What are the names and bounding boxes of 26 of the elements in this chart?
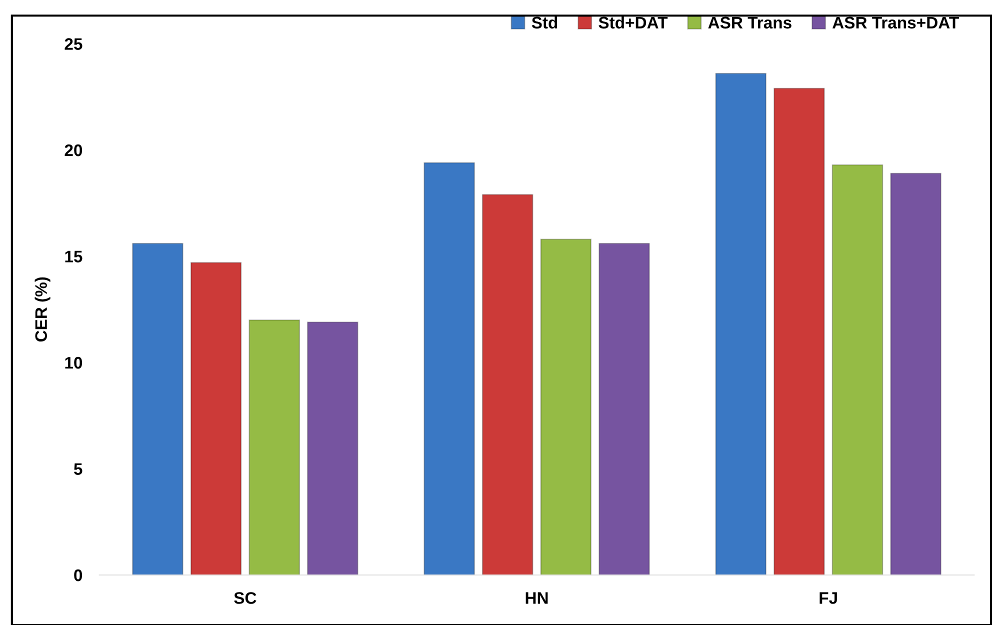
y-tick-label: 0: [74, 569, 82, 582]
y-tick-label: 15: [65, 250, 82, 262]
bar: [598, 242, 650, 575]
legend-label: Std: [532, 16, 558, 29]
bar: [832, 164, 884, 575]
bar: [540, 238, 592, 575]
legend-label: ASR Trans: [708, 16, 792, 29]
x-tick-label: SC: [234, 592, 256, 604]
bar: [715, 72, 766, 575]
legend-label: ASR Trans+DAT: [832, 16, 959, 29]
y-tick-label: 20: [64, 144, 82, 156]
bar: [190, 262, 242, 575]
y-tick-label: 10: [65, 356, 82, 369]
bar: [307, 322, 358, 575]
x-tick-label: HN: [526, 592, 548, 604]
bar: [132, 242, 184, 575]
legend-label: Std+DAT: [598, 16, 668, 29]
y-tick-label: 25: [64, 38, 82, 50]
y-axis-title: CER (%): [34, 277, 50, 342]
bar: [890, 172, 942, 575]
bar: [424, 162, 475, 575]
bar: [482, 194, 534, 575]
bar: [774, 88, 825, 575]
x-tick-label: FJ: [820, 592, 837, 604]
y-tick-label: 5: [74, 463, 82, 475]
bar: [248, 319, 300, 575]
